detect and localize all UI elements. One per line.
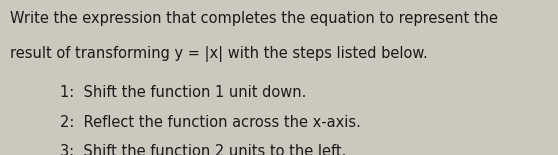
Text: result of transforming y = |x| with the steps listed below.: result of transforming y = |x| with the … [10, 46, 428, 62]
Text: 3:  Shift the function 2 units to the left.: 3: Shift the function 2 units to the lef… [60, 144, 347, 155]
Text: Write the expression that completes the equation to represent the: Write the expression that completes the … [10, 11, 498, 26]
Text: 2:  Reflect the function across the x-axis.: 2: Reflect the function across the x-axi… [60, 115, 361, 130]
Text: 1:  Shift the function 1 unit down.: 1: Shift the function 1 unit down. [60, 85, 307, 100]
